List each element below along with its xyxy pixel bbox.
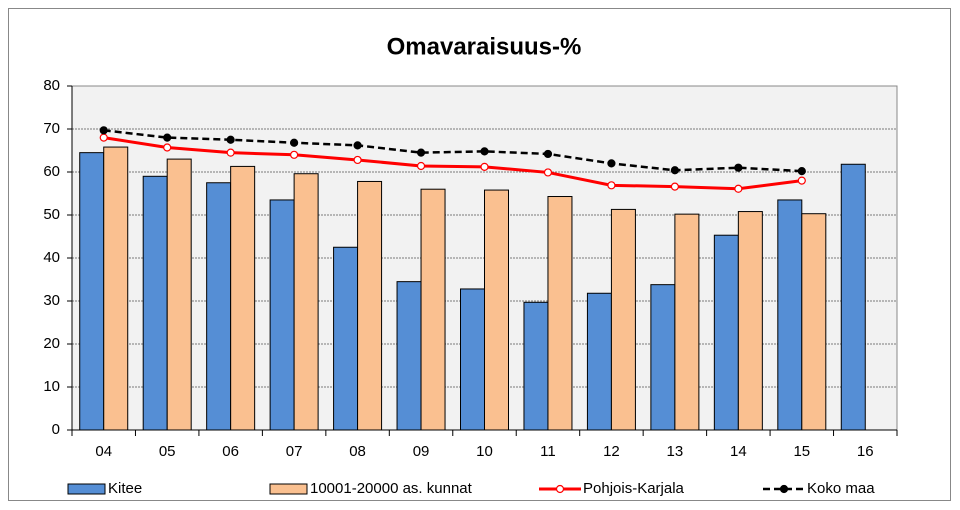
marker xyxy=(607,181,616,190)
y-tick-label: 50 xyxy=(43,206,60,223)
line xyxy=(103,136,802,191)
bar xyxy=(713,234,739,431)
bar xyxy=(674,213,700,431)
bar xyxy=(801,213,827,431)
bar xyxy=(586,292,612,431)
marker xyxy=(99,126,108,135)
legend-marker xyxy=(555,484,565,494)
marker xyxy=(797,167,806,176)
x-tick-label: 06 xyxy=(222,443,239,460)
bar xyxy=(142,175,168,431)
bar xyxy=(737,211,763,431)
marker xyxy=(163,143,172,152)
marker xyxy=(607,159,616,168)
x-tick-label: 14 xyxy=(730,443,747,460)
x-tick-label: 12 xyxy=(603,443,620,460)
bar xyxy=(333,246,359,431)
x-tick-label: 10 xyxy=(476,443,493,460)
legend-label: 10001-20000 as. kunnat xyxy=(310,480,473,497)
bar xyxy=(420,188,446,431)
marker xyxy=(670,166,679,175)
marker xyxy=(226,135,235,144)
marker xyxy=(543,168,553,177)
x-tick-label: 09 xyxy=(413,443,430,460)
bar xyxy=(396,281,422,431)
legend-label: Koko maa xyxy=(807,480,875,497)
legend-swatch xyxy=(269,483,308,495)
bar xyxy=(206,182,232,431)
bar xyxy=(230,165,256,431)
marker xyxy=(226,148,235,157)
bar xyxy=(79,152,105,431)
bar xyxy=(777,199,803,431)
y-tick-label: 0 xyxy=(52,421,60,438)
x-tick-label: 05 xyxy=(159,443,176,460)
marker xyxy=(480,147,489,156)
marker xyxy=(543,149,553,159)
legend-label: Kitee xyxy=(108,480,142,497)
bar xyxy=(484,189,509,431)
marker xyxy=(416,148,426,157)
marker xyxy=(797,176,806,185)
bar xyxy=(610,208,636,431)
legend-swatch xyxy=(67,483,106,495)
y-tick-label: 70 xyxy=(43,120,60,137)
x-tick-label: 15 xyxy=(793,443,810,460)
x-tick-label: 07 xyxy=(286,443,303,460)
y-tick-label: 10 xyxy=(43,378,60,395)
marker xyxy=(290,150,299,159)
legend-label: Pohjois-Karjala xyxy=(583,480,685,497)
y-tick-label: 40 xyxy=(43,249,60,266)
x-tick-label: 04 xyxy=(95,443,112,460)
marker xyxy=(670,182,679,191)
bar xyxy=(460,288,485,431)
line xyxy=(103,129,802,173)
x-tick-label: 16 xyxy=(857,443,874,460)
bar xyxy=(357,180,383,431)
bar xyxy=(840,163,866,431)
bar xyxy=(166,158,192,431)
bar xyxy=(547,196,573,431)
y-tick-label: 80 xyxy=(43,77,60,94)
marker xyxy=(353,155,362,165)
y-tick-label: 20 xyxy=(43,335,60,352)
x-tick-label: 13 xyxy=(667,443,684,460)
bar xyxy=(523,301,549,431)
legend-marker xyxy=(779,484,789,494)
marker xyxy=(480,162,489,171)
x-tick-label: 08 xyxy=(349,443,366,460)
x-tick-label: 11 xyxy=(540,443,556,460)
marker xyxy=(416,161,426,171)
y-tick-label: 30 xyxy=(43,292,60,309)
bar xyxy=(103,146,129,431)
bar xyxy=(293,173,319,431)
marker xyxy=(353,141,362,150)
y-tick-label: 60 xyxy=(43,163,60,180)
marker xyxy=(163,133,172,142)
marker xyxy=(290,138,299,147)
chart-title: Omavaraisuus-% xyxy=(387,33,582,60)
marker xyxy=(734,163,743,172)
marker xyxy=(734,184,743,193)
bar xyxy=(650,284,676,431)
bar xyxy=(269,199,295,431)
marker xyxy=(99,133,108,142)
